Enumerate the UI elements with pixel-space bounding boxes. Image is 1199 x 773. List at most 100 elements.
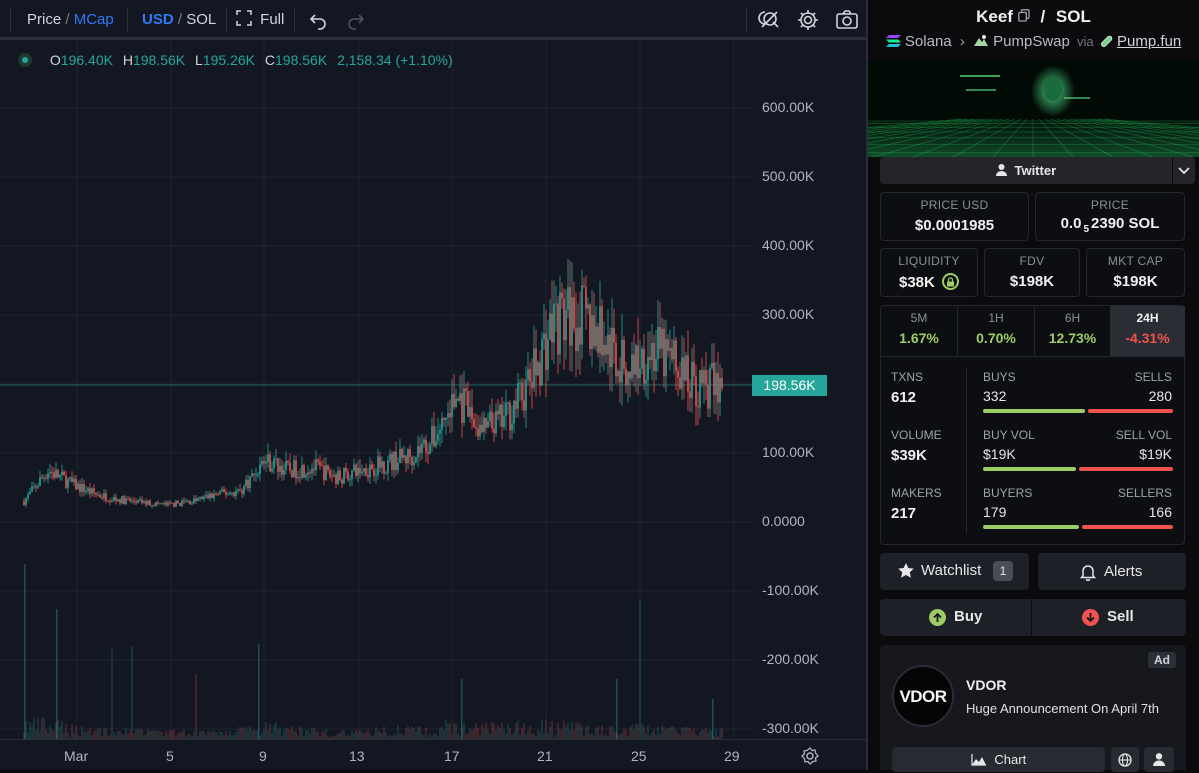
- volume-bar: [197, 735, 199, 739]
- volume-bar: [213, 729, 215, 739]
- volume-bar: [449, 723, 451, 739]
- price-mcap-toggle[interactable]: Price / MCap: [27, 0, 114, 40]
- candle-body: [601, 306, 603, 356]
- volume-bar: [607, 736, 609, 739]
- volume-bar: [681, 727, 683, 739]
- mcap-option[interactable]: MCap: [73, 11, 114, 28]
- candle-body: [675, 340, 677, 371]
- price-sol-value: 0.0 5 2390 SOL: [1036, 215, 1184, 235]
- volume-bar: [125, 728, 127, 739]
- volume-bar: [493, 723, 495, 739]
- volume-bar: [405, 728, 407, 739]
- ad-chart-button[interactable]: Chart: [892, 747, 1105, 772]
- tab-24h[interactable]: 24H -4.31%: [1110, 306, 1185, 356]
- redo-icon[interactable]: [344, 8, 368, 32]
- volume-bar: [141, 729, 143, 739]
- candle-body: [205, 495, 207, 497]
- ad-card[interactable]: Ad VDOR VDOR Huge Announcement On April …: [880, 645, 1186, 772]
- volume-bar: [147, 728, 149, 739]
- candle-body: [539, 362, 541, 386]
- launchpad-link[interactable]: Pump.fun: [1117, 33, 1182, 50]
- axis-settings-icon[interactable]: [800, 746, 820, 766]
- volume-bar: [91, 735, 93, 739]
- usd-option[interactable]: USD: [142, 11, 174, 28]
- candle-body: [591, 315, 593, 350]
- fullscreen-button[interactable]: Full: [236, 0, 284, 40]
- candle-body: [359, 467, 361, 474]
- alerts-button[interactable]: Alerts: [1038, 553, 1186, 590]
- volume-bar: [253, 730, 255, 739]
- volume-bar: [281, 735, 283, 739]
- candle-body: [345, 467, 347, 472]
- camera-icon[interactable]: [835, 8, 859, 32]
- volume-bar: [225, 731, 227, 739]
- volume-bar: [487, 729, 489, 739]
- tab-5m[interactable]: 5M 1.67%: [881, 306, 957, 356]
- volume-bar: [383, 726, 385, 739]
- volume-bar: [111, 648, 113, 739]
- volume-bar: [709, 729, 711, 739]
- txns-value: 612: [891, 389, 917, 406]
- panel-divider[interactable]: [866, 0, 868, 770]
- settings-gear-icon[interactable]: [796, 8, 820, 32]
- candle-body: [213, 493, 215, 499]
- watchlist-button[interactable]: Watchlist 1: [880, 553, 1029, 590]
- volume-bar: [537, 729, 539, 739]
- candle-body: [227, 494, 229, 496]
- volume-bar: [513, 732, 515, 739]
- twitter-button[interactable]: Twitter: [880, 157, 1172, 184]
- ad-website-button[interactable]: [1111, 747, 1139, 772]
- tab-6h[interactable]: 6H 12.73%: [1035, 306, 1110, 356]
- candle-body: [583, 285, 585, 287]
- candle-body: [97, 494, 99, 496]
- date-axis-border: [0, 739, 868, 740]
- tab-24h-value: -4.31%: [1125, 330, 1170, 346]
- socials-dropdown-button[interactable]: [1173, 157, 1195, 184]
- sol-option[interactable]: SOL: [186, 11, 217, 28]
- volume-bar: [693, 727, 695, 739]
- candle-body: [625, 368, 627, 386]
- chain-link[interactable]: Solana: [904, 33, 952, 50]
- volume-bar: [437, 736, 439, 739]
- candle-body: [665, 339, 667, 377]
- buyers-bar: [983, 525, 1079, 529]
- full-label: Full: [260, 11, 285, 28]
- volume-bar: [712, 699, 714, 739]
- undo-icon[interactable]: [306, 8, 330, 32]
- currency-toggle[interactable]: USD / SOL: [142, 0, 216, 40]
- candle-body: [209, 493, 211, 499]
- lock-icon[interactable]: [942, 273, 960, 290]
- candle-body: [679, 377, 681, 389]
- candle-body: [273, 458, 275, 469]
- chain-breadcrumb: Solana › PumpSwap via Pump.fun: [868, 33, 1199, 50]
- via-label: via: [1077, 34, 1094, 49]
- liquidity-card: LIQUIDITY $38K: [880, 248, 978, 297]
- tab-1h[interactable]: 1H 0.70%: [958, 306, 1034, 356]
- candle-body: [87, 488, 89, 492]
- candle-body: [551, 313, 553, 343]
- price-option[interactable]: Price: [27, 11, 62, 28]
- watchlist-count-badge: 1: [993, 561, 1013, 581]
- volume-bar: [47, 732, 49, 739]
- volume-bar: [447, 723, 449, 739]
- buy-button[interactable]: Buy: [880, 599, 1031, 636]
- candle-body: [641, 348, 643, 369]
- volume-bar: [639, 599, 641, 739]
- price-tick: -300.00K: [762, 720, 819, 736]
- candle-body: [557, 303, 559, 355]
- volume-bar: [461, 679, 463, 739]
- volume-bar: [219, 731, 221, 739]
- visibility-dot-icon[interactable]: [18, 53, 32, 67]
- sell-button[interactable]: Sell: [1032, 599, 1186, 636]
- price-chart[interactable]: [0, 0, 868, 770]
- candle-body: [335, 474, 337, 484]
- candle-body: [661, 328, 663, 349]
- copy-icon[interactable]: [1017, 9, 1030, 22]
- ad-profile-button[interactable]: [1144, 747, 1174, 772]
- volume-bar: [603, 735, 605, 739]
- candle-body: [673, 340, 675, 360]
- indicator-icon[interactable]: [758, 8, 782, 32]
- chart-panel[interactable]: Price / MCap USD / SOL Full: [0, 0, 868, 770]
- candle-body: [401, 448, 403, 458]
- dex-link[interactable]: PumpSwap: [993, 33, 1070, 50]
